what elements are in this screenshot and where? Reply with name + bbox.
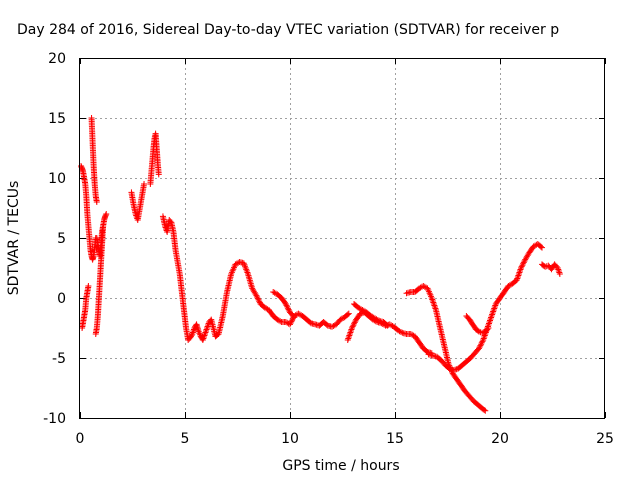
data-point: [520, 260, 527, 267]
data-point: [474, 327, 481, 334]
data-point: [397, 329, 404, 335]
x-tick-label: 5: [181, 431, 190, 447]
data-point: [539, 244, 545, 251]
y-tick-label: -10: [43, 411, 66, 427]
axis-ticks: [80, 58, 606, 419]
data-point: [282, 301, 289, 307]
y-tick-label: 5: [57, 231, 66, 247]
x-tick-label: 25: [596, 431, 614, 447]
data-point: [253, 292, 260, 299]
data-point: [277, 318, 284, 325]
x-tick-label: 0: [76, 431, 85, 447]
series-arc10: [351, 301, 391, 329]
data-point: [384, 322, 391, 329]
data-point: [102, 212, 109, 219]
data-point: [283, 302, 290, 309]
data-point: [518, 265, 524, 271]
data-point: [478, 341, 485, 348]
data-point: [477, 342, 484, 349]
series-arc2: [79, 283, 92, 331]
data-point: [348, 325, 355, 331]
series-arc7: [159, 213, 352, 343]
data-point: [85, 283, 92, 289]
series-arc6: [147, 130, 162, 187]
data-point: [287, 320, 294, 326]
x-tick-label: 20: [491, 431, 509, 447]
data-point: [345, 310, 352, 317]
data-point: [284, 303, 291, 310]
data-point: [155, 171, 162, 178]
data-point: [520, 259, 527, 266]
data-point: [519, 262, 526, 269]
data-point: [93, 199, 100, 205]
data-points: [78, 115, 563, 414]
x-tick-label: 10: [281, 431, 299, 447]
data-point: [383, 321, 390, 328]
data-point: [349, 323, 356, 330]
data-point: [254, 295, 261, 302]
data-point: [485, 325, 492, 331]
series-arc3: [88, 115, 100, 205]
data-point: [476, 344, 483, 350]
data-point: [344, 311, 351, 318]
data-point: [478, 339, 485, 346]
data-point: [290, 313, 297, 319]
data-point: [481, 407, 488, 413]
y-tick-label: 0: [57, 291, 66, 307]
y-tick-label: 15: [48, 111, 66, 127]
plot-frame: [79, 58, 605, 419]
data-point: [484, 326, 491, 333]
data-point: [141, 181, 148, 187]
data-point: [100, 223, 107, 229]
data-point: [254, 294, 261, 300]
series-arc11: [403, 283, 489, 414]
data-point: [287, 321, 293, 328]
data-point: [476, 345, 482, 352]
series-arc14: [539, 261, 563, 277]
y-tick-label: -5: [52, 351, 66, 367]
data-point: [351, 319, 358, 326]
data-point: [291, 314, 298, 321]
series-arc8: [270, 289, 298, 321]
series-arc4: [92, 223, 107, 337]
x-axis-label: GPS time / hours: [282, 458, 399, 474]
data-point: [556, 271, 563, 277]
data-point: [288, 318, 295, 325]
data-point: [351, 320, 358, 327]
data-point: [284, 305, 291, 312]
series-arc5: [128, 181, 148, 223]
data-point: [167, 218, 174, 225]
data-point: [350, 322, 357, 329]
x-tick-label: 15: [386, 431, 404, 447]
y-axis-label: SDTVAR / TECUs: [6, 181, 22, 296]
y-tick-label: 10: [48, 171, 66, 187]
tick-labels: 0 5 10 15 20 25 -10 -5 0 5 10 15 20: [43, 51, 614, 447]
y-tick-label: 20: [48, 51, 66, 67]
series-arc13: [463, 313, 492, 336]
data-point: [103, 211, 110, 217]
data-point: [479, 338, 486, 345]
data-point: [256, 298, 263, 305]
grid-lines: [80, 58, 605, 418]
data-point: [518, 263, 525, 270]
data-point: [482, 407, 489, 414]
chart-title: Day 284 of 2016, Sidereal Day-to-day VTE…: [17, 22, 559, 38]
data-point: [374, 317, 381, 323]
data-point: [285, 306, 292, 313]
data-point: [255, 296, 262, 303]
data-point: [188, 332, 195, 339]
data-point: [537, 243, 544, 250]
